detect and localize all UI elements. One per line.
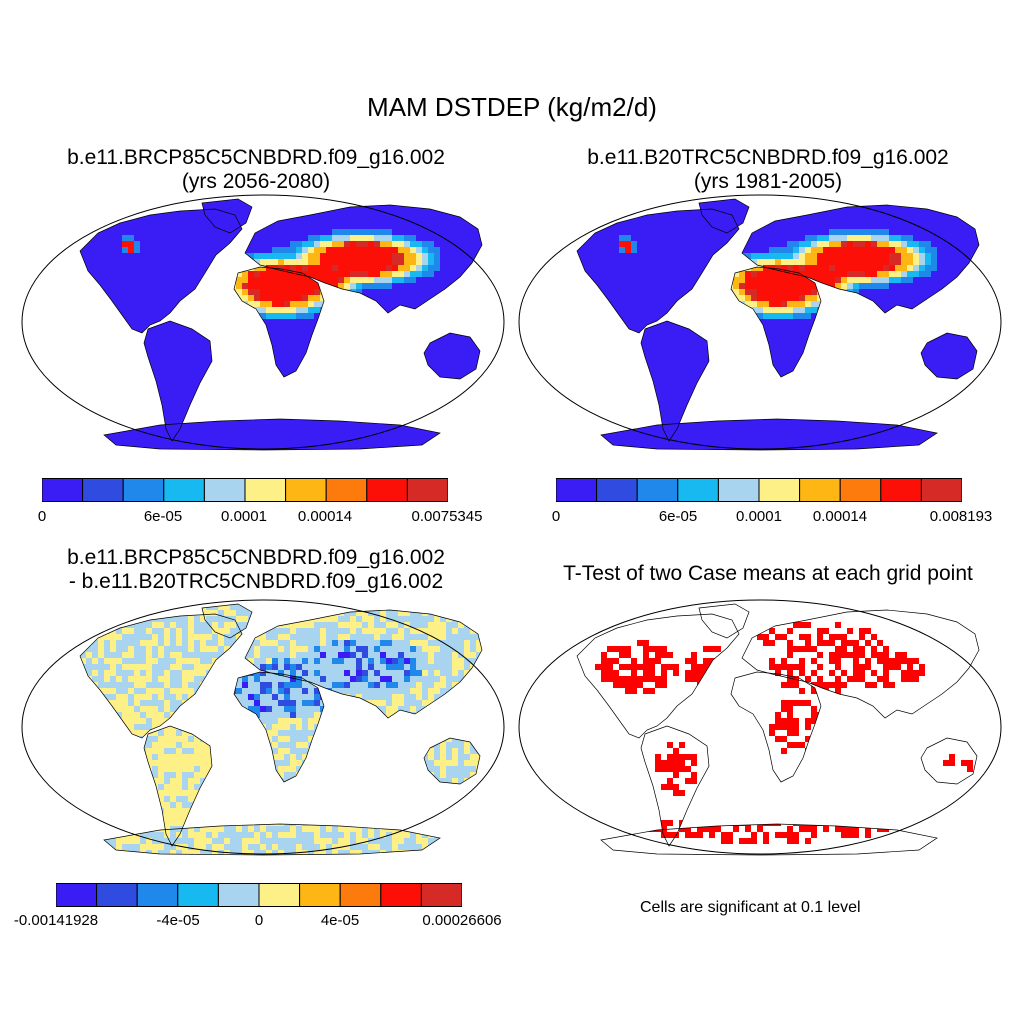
colorbar-swatch bbox=[380, 883, 422, 907]
colorbar-swatch bbox=[285, 478, 327, 502]
colorbar-swatch bbox=[556, 478, 598, 502]
colorbar-swatch bbox=[406, 478, 448, 502]
panel2-colorbar-label: 0.008193 bbox=[929, 508, 993, 525]
panel4-ttest-map bbox=[518, 599, 1002, 856]
colorbar-swatch bbox=[96, 883, 138, 907]
coastline-eurasia bbox=[244, 609, 483, 719]
coastline-samerica bbox=[143, 320, 213, 442]
figure-title: MAM DSTDEP (kg/m2/d) bbox=[367, 92, 657, 122]
coastline-antarctica bbox=[600, 823, 938, 856]
panel2-colorbar-label: 0.00014 bbox=[812, 508, 868, 525]
coastline-eurasia bbox=[244, 204, 483, 314]
coastline-namerica bbox=[79, 208, 243, 334]
coastline-samerica bbox=[640, 320, 710, 442]
colorbar-swatch bbox=[420, 883, 462, 907]
panel2-historical-dust-map bbox=[518, 194, 1002, 451]
colorbar-swatch bbox=[258, 883, 301, 907]
colorbar-swatch bbox=[799, 478, 841, 502]
coastline-greenland bbox=[698, 603, 750, 639]
panel1-colorbar-label: 0.00014 bbox=[297, 508, 353, 525]
panel2-colorbar-label: 0 bbox=[551, 508, 561, 525]
coastline-australia bbox=[920, 737, 978, 785]
colorbar-swatch bbox=[677, 478, 719, 502]
colorbar-swatch bbox=[717, 478, 760, 502]
panel2-colorbar-label: 6e-05 bbox=[658, 508, 698, 525]
colorbar-swatch bbox=[636, 478, 679, 502]
colorbar-swatch bbox=[244, 478, 287, 502]
colorbar-swatch bbox=[56, 883, 98, 907]
coastline-australia bbox=[920, 332, 978, 380]
colorbar-swatch bbox=[299, 883, 341, 907]
coastline-eurasia bbox=[741, 204, 980, 314]
colorbar-swatch bbox=[758, 478, 801, 502]
colorbar-swatch bbox=[203, 478, 246, 502]
panel3-title-line1: b.e11.BRCP85C5CNBDRD.f09_g16.002 bbox=[67, 546, 445, 569]
colorbar-swatch bbox=[82, 478, 124, 502]
significance-note: Cells are significant at 0.1 level bbox=[640, 899, 861, 916]
colorbar-swatch bbox=[217, 883, 260, 907]
panel1-colorbar bbox=[42, 478, 448, 502]
panel1-colorbar-label: 0 bbox=[37, 508, 47, 525]
colorbar-swatch bbox=[596, 478, 638, 502]
coastline-greenland bbox=[698, 198, 750, 234]
coastline-namerica bbox=[576, 613, 740, 739]
coastline-antarctica bbox=[600, 418, 938, 451]
coastline-namerica bbox=[576, 208, 740, 334]
panel2-title: b.e11.B20TRC5CNBDRD.f09_g16.002 (yrs 198… bbox=[512, 146, 1024, 194]
coastline-samerica bbox=[143, 725, 213, 847]
colorbar-swatch bbox=[839, 478, 882, 502]
coastline-samerica bbox=[640, 725, 710, 847]
colorbar-swatch bbox=[163, 478, 205, 502]
panel3-colorbar-label: 0 bbox=[254, 912, 264, 929]
coastline-antarctica bbox=[103, 823, 441, 856]
colorbar-swatch bbox=[122, 478, 165, 502]
coastline-australia bbox=[423, 332, 481, 380]
panel1-title: b.e11.BRCP85C5CNBDRD.f09_g16.002 (yrs 20… bbox=[0, 146, 512, 194]
panel2-colorbar-label: 0.0001 bbox=[736, 508, 782, 525]
panel3-title: b.e11.BRCP85C5CNBDRD.f09_g16.002 - b.e11… bbox=[0, 546, 512, 594]
panel3-title-line2: - b.e11.B20TRC5CNBDRD.f09_g16.002 bbox=[68, 570, 444, 593]
colorbar-swatch bbox=[920, 478, 962, 502]
panel1-future-dust-map bbox=[21, 194, 505, 451]
colorbar-swatch bbox=[339, 883, 382, 907]
colorbar-swatch bbox=[42, 478, 84, 502]
panel2-colorbar bbox=[556, 478, 962, 502]
coastline-greenland bbox=[201, 198, 253, 234]
coastline-africa bbox=[730, 266, 822, 378]
panel3-colorbar-label: 4e-05 bbox=[320, 912, 360, 929]
colorbar-swatch bbox=[177, 883, 219, 907]
coastline-antarctica bbox=[103, 418, 441, 451]
panel4-title: T-Test of two Case means at each grid po… bbox=[563, 562, 973, 585]
panel1-colorbar-label: 0.0001 bbox=[221, 508, 267, 525]
coastline-africa bbox=[233, 266, 325, 378]
panel3-colorbar bbox=[56, 883, 462, 907]
panel2-title-line1: b.e11.B20TRC5CNBDRD.f09_g16.002 bbox=[587, 146, 949, 169]
colorbar-swatch bbox=[880, 478, 922, 502]
panel3-difference-map bbox=[21, 599, 505, 856]
panel3-colorbar-label: -0.00141928 bbox=[13, 912, 99, 929]
coastline-africa bbox=[233, 671, 325, 783]
panel1-title-line1: b.e11.BRCP85C5CNBDRD.f09_g16.002 bbox=[67, 146, 445, 169]
panel1-title-line2: (yrs 2056-2080) bbox=[181, 170, 331, 193]
coastline-namerica bbox=[79, 613, 243, 739]
panel2-title-line2: (yrs 1981-2005) bbox=[693, 170, 843, 193]
panel3-colorbar-label: 0.00026606 bbox=[422, 912, 502, 929]
coastline-eurasia bbox=[741, 609, 980, 719]
colorbar-swatch bbox=[325, 478, 368, 502]
coastline-africa bbox=[730, 671, 822, 783]
panel1-colorbar-label: 6e-05 bbox=[143, 508, 183, 525]
colorbar-swatch bbox=[136, 883, 179, 907]
colorbar-swatch bbox=[366, 478, 408, 502]
panel1-colorbar-label: 0.0075345 bbox=[411, 508, 483, 525]
coastline-greenland bbox=[201, 603, 253, 639]
panel3-colorbar-label: -4e-05 bbox=[156, 912, 200, 929]
coastline-australia bbox=[423, 737, 481, 785]
